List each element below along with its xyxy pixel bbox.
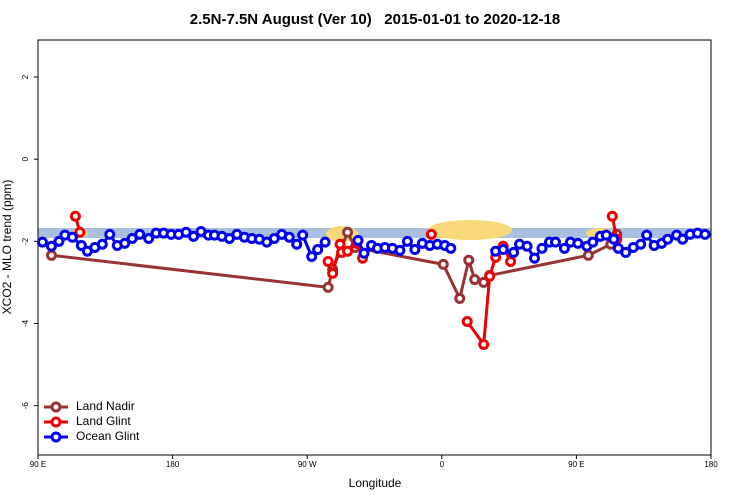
x-tick-label: 90 E xyxy=(568,460,584,469)
x-tick-label: 90 E xyxy=(30,460,46,469)
data-point xyxy=(322,255,334,267)
data-point xyxy=(469,274,481,286)
data-point xyxy=(608,233,620,245)
data-point xyxy=(558,242,570,254)
y-tick-label: -4 xyxy=(21,319,30,327)
data-point xyxy=(425,228,437,240)
data-point xyxy=(620,246,632,258)
data-point xyxy=(478,338,490,350)
data-point xyxy=(283,231,295,243)
data-point xyxy=(297,229,309,241)
legend-label: Ocean Glint xyxy=(76,429,140,443)
data-point xyxy=(505,255,517,267)
x-tick-label: 90 W xyxy=(298,460,317,469)
legend-label: Land Nadir xyxy=(76,399,135,413)
legend-marker xyxy=(50,431,62,443)
data-point xyxy=(104,228,116,240)
data-point xyxy=(188,230,200,242)
data-point xyxy=(352,235,364,247)
data-point xyxy=(334,238,346,250)
data-point xyxy=(549,236,561,248)
data-point xyxy=(69,210,81,222)
data-point xyxy=(437,258,449,270)
data-point xyxy=(394,244,406,256)
data-point xyxy=(699,228,711,240)
y-tick-label: 0 xyxy=(21,156,30,161)
y-tick-label: 2 xyxy=(21,74,30,79)
data-point xyxy=(521,240,533,252)
data-point xyxy=(463,254,475,266)
land-patch xyxy=(428,220,512,240)
data-point xyxy=(529,252,541,264)
data-point xyxy=(74,226,86,238)
data-point xyxy=(662,233,674,245)
data-point xyxy=(36,236,48,248)
y-tick-label: -6 xyxy=(21,402,30,410)
data-point xyxy=(572,237,584,249)
legend-marker xyxy=(50,416,62,428)
data-point xyxy=(342,226,354,238)
data-point xyxy=(358,247,370,259)
data-point xyxy=(66,231,78,243)
data-point xyxy=(45,240,57,252)
data-point xyxy=(45,249,57,261)
data-point xyxy=(606,210,618,222)
y-tick-label: -2 xyxy=(21,237,30,245)
data-point xyxy=(291,238,303,250)
data-point xyxy=(312,244,324,256)
plot-frame xyxy=(37,39,712,456)
data-point xyxy=(445,242,457,254)
data-point xyxy=(319,236,331,248)
legend-label: Land Glint xyxy=(76,414,131,428)
data-point xyxy=(635,238,647,250)
data-point xyxy=(409,244,421,256)
data-point xyxy=(342,245,354,257)
data-point xyxy=(134,228,146,240)
data-point xyxy=(536,242,548,254)
data-point xyxy=(497,244,509,256)
x-tick-label: 0 xyxy=(440,460,445,469)
data-point xyxy=(461,315,473,327)
data-point xyxy=(53,235,65,247)
data-point xyxy=(587,236,599,248)
data-point xyxy=(322,281,334,293)
data-point xyxy=(484,270,496,282)
legend-marker xyxy=(50,401,62,413)
data-point xyxy=(327,267,339,279)
ocean-strip xyxy=(38,228,711,238)
data-point xyxy=(641,229,653,241)
data-point xyxy=(582,249,594,261)
data-point xyxy=(401,235,413,247)
data-point xyxy=(306,251,318,263)
data-point xyxy=(119,237,131,249)
data-point xyxy=(508,246,520,258)
x-tick-label: 180 xyxy=(166,460,180,469)
data-point xyxy=(96,238,108,250)
x-axis-label: Longitude xyxy=(349,476,402,490)
y-axis-label: XCO2 - MLO trend (ppm) xyxy=(0,180,14,315)
chart-title: 2.5N-7.5N August (Ver 10) 2015-01-01 to … xyxy=(190,11,560,28)
x-tick-label: 180 xyxy=(704,460,718,469)
data-point xyxy=(143,232,155,244)
data-point xyxy=(454,292,466,304)
data-point xyxy=(677,233,689,245)
